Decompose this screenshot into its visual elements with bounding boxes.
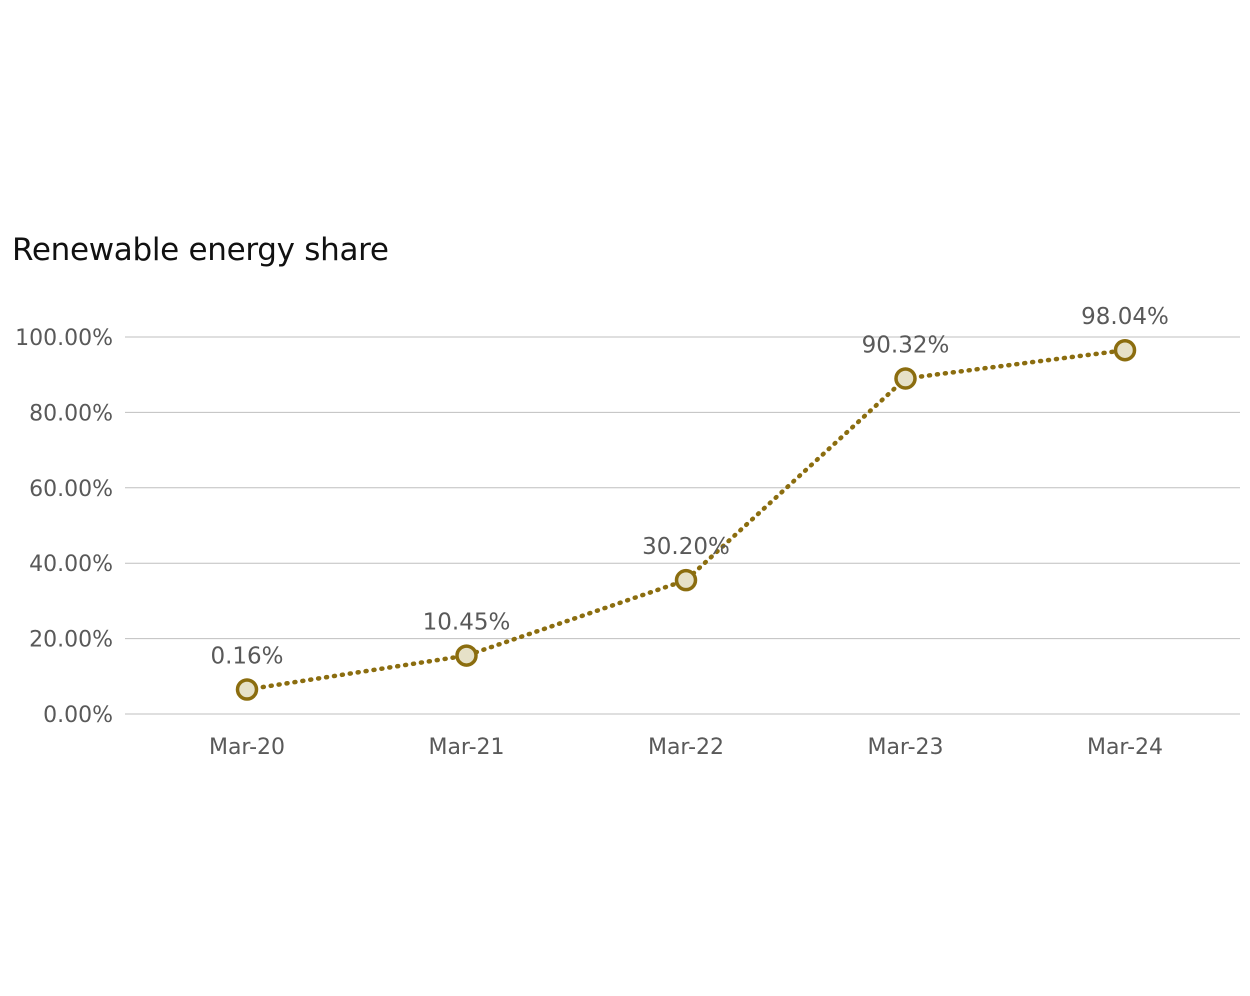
y-tick-label: 80.00% xyxy=(29,401,113,426)
data-label: 30.20% xyxy=(642,534,730,560)
data-point xyxy=(1113,338,1137,362)
x-tick-label: Mar-20 xyxy=(209,735,285,760)
data-point xyxy=(455,644,478,667)
data-label: 0.16% xyxy=(210,643,283,669)
chart-title: Renewable energy share xyxy=(12,232,389,268)
y-tick-label: 60.00% xyxy=(29,477,113,502)
data-point xyxy=(894,367,917,390)
x-tick-label: Mar-23 xyxy=(867,735,943,760)
x-tick-label: Mar-24 xyxy=(1087,735,1163,760)
y-tick-label: 0.00% xyxy=(43,703,113,728)
data-label: 98.04% xyxy=(1081,304,1169,330)
y-tick-label: 20.00% xyxy=(29,628,113,653)
x-tick-label: Mar-21 xyxy=(428,735,504,760)
data-point xyxy=(674,568,698,592)
data-label: 90.32% xyxy=(862,332,950,358)
x-tick-label: Mar-22 xyxy=(648,735,724,760)
data-point xyxy=(235,678,259,701)
y-tick-label: 40.00% xyxy=(29,552,113,577)
data-label: 10.45% xyxy=(423,610,511,636)
y-tick-label: 100.00% xyxy=(15,326,113,351)
